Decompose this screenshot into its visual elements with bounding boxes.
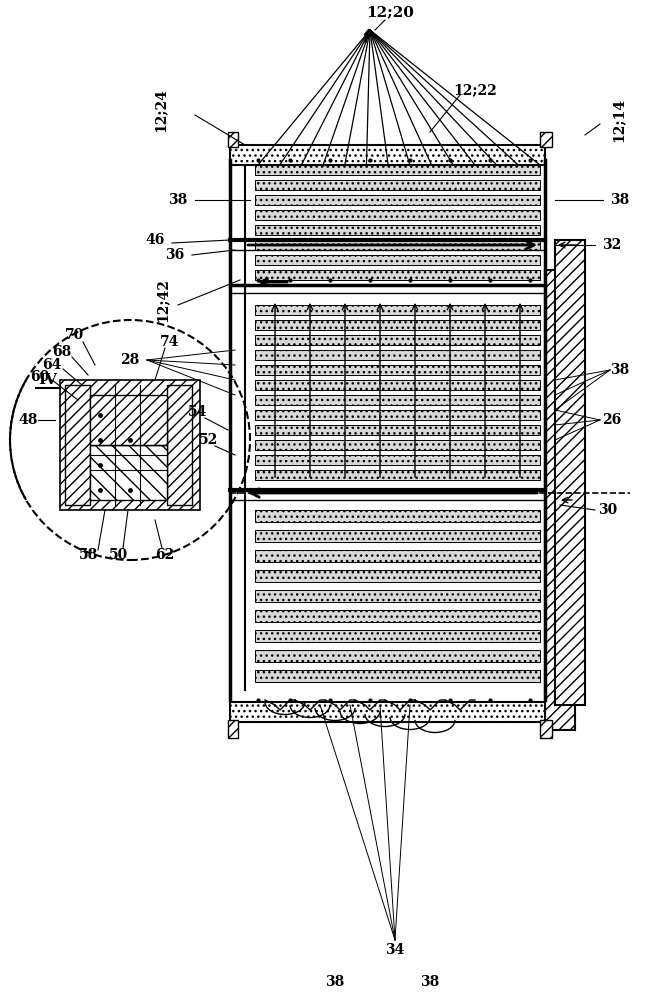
Bar [90, 445, 167, 500]
Text: 36: 36 [165, 248, 184, 262]
Text: 74: 74 [160, 335, 180, 349]
Bar [255, 470, 540, 480]
Bar [255, 630, 540, 642]
Bar [255, 510, 540, 522]
Bar [228, 720, 238, 738]
Bar [230, 145, 545, 165]
Text: 38: 38 [610, 193, 630, 207]
Bar [255, 240, 540, 250]
Text: 38: 38 [325, 975, 344, 989]
Text: 12;42: 12;42 [155, 278, 169, 322]
Text: 32: 32 [602, 238, 622, 252]
Text: 60: 60 [30, 370, 50, 384]
Text: IV: IV [39, 373, 58, 387]
Text: 38: 38 [169, 193, 188, 207]
Bar [255, 590, 540, 602]
Bar [255, 180, 540, 190]
Bar [255, 425, 540, 435]
Bar [545, 270, 575, 730]
Bar [255, 255, 540, 265]
Bar [255, 335, 540, 345]
Text: 68: 68 [52, 345, 72, 359]
Bar [540, 132, 552, 147]
Bar [255, 350, 540, 360]
Text: 46: 46 [146, 233, 165, 247]
Bar [255, 550, 540, 562]
Bar [255, 195, 540, 205]
Text: 62: 62 [155, 548, 174, 562]
Bar [540, 720, 552, 738]
Text: 12;20: 12;20 [366, 5, 414, 19]
Bar [255, 305, 540, 315]
Text: 12;14: 12;14 [611, 98, 625, 142]
Text: 12;24: 12;24 [153, 88, 167, 132]
Text: 30: 30 [598, 503, 618, 517]
Bar [255, 320, 540, 330]
Bar [255, 455, 540, 465]
Bar [255, 210, 540, 220]
Text: 58: 58 [78, 548, 98, 562]
Bar [255, 380, 540, 390]
Bar [255, 270, 540, 280]
Bar [65, 385, 90, 505]
Text: 48: 48 [18, 413, 37, 427]
Bar [255, 225, 540, 235]
Bar [167, 385, 192, 505]
Bar [255, 395, 540, 405]
Bar [228, 132, 238, 147]
Text: 64: 64 [43, 358, 62, 372]
Text: 54: 54 [188, 405, 208, 419]
Text: 26: 26 [602, 413, 622, 427]
Bar [255, 410, 540, 420]
Bar [255, 440, 540, 450]
Text: 50: 50 [108, 548, 128, 562]
Bar [255, 570, 540, 582]
Text: 12;22: 12;22 [453, 83, 497, 97]
Text: 70: 70 [66, 328, 85, 342]
Bar [255, 670, 540, 682]
Bar [255, 530, 540, 542]
Text: 38: 38 [610, 363, 630, 377]
Text: 28: 28 [120, 353, 140, 367]
Text: 52: 52 [198, 433, 218, 447]
Bar [60, 380, 200, 510]
Bar [255, 610, 540, 622]
Text: 38: 38 [420, 975, 440, 989]
Bar [255, 650, 540, 662]
Text: 34: 34 [385, 943, 405, 957]
Bar [255, 165, 540, 175]
Bar [230, 702, 545, 722]
Bar [255, 365, 540, 375]
Bar [555, 240, 585, 705]
Bar [90, 395, 167, 445]
